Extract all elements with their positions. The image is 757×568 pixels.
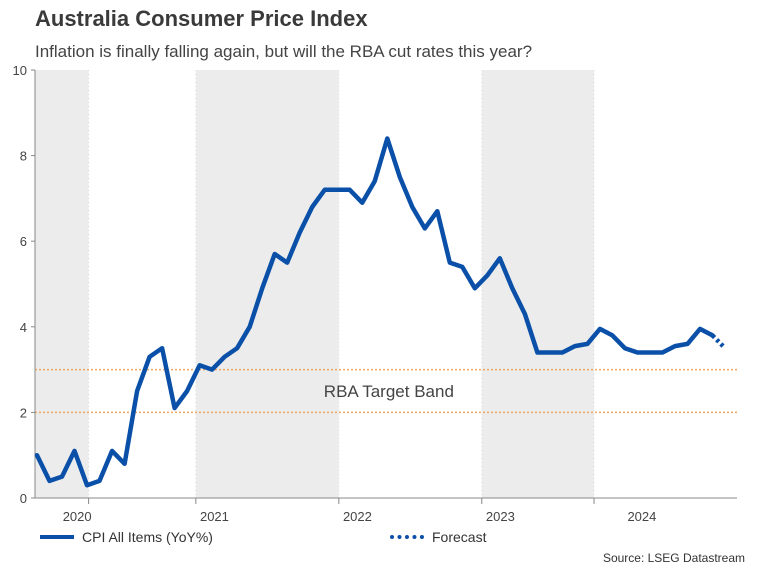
y-tick-label-4: 4 [20,320,27,335]
x-tick-label-2022: 2022 [343,509,372,524]
legend-item-actual: CPI All Items (YoY%) [40,529,213,545]
chart-subtitle: Inflation is finally falling again, but … [35,42,533,61]
y-tick-label-8: 8 [20,149,27,164]
target-band-label: RBA Target Band [324,382,454,401]
y-tick-label-0: 0 [20,491,27,506]
legend-dotted-line-icon [390,535,424,539]
legend: CPI All Items (YoY%) Forecast [40,529,540,549]
legend-forecast-label: Forecast [432,529,487,545]
source-note: Source: LSEG Datastream [602,551,745,565]
shaded-period-1 [195,70,339,498]
x-tick-label-2024: 2024 [627,509,656,524]
legend-item-forecast: Forecast [390,529,486,545]
legend-actual-label: CPI All Items (YoY%) [82,529,213,545]
chart-title: Australia Consumer Price Index [35,6,368,31]
y-tick-label-2: 2 [20,405,27,420]
x-tick-label-2020: 2020 [63,509,92,524]
x-tick-label-2023: 2023 [486,509,515,524]
shaded-period-2 [481,70,595,498]
cpi-forecast-line [710,333,727,350]
shaded-period-0 [35,70,89,498]
cpi-actual-line [34,136,715,488]
legend-solid-line-icon [40,535,74,539]
x-tick-label-2021: 2021 [200,509,229,524]
y-tick-label-10: 10 [13,63,27,78]
y-tick-label-6: 6 [20,234,27,249]
